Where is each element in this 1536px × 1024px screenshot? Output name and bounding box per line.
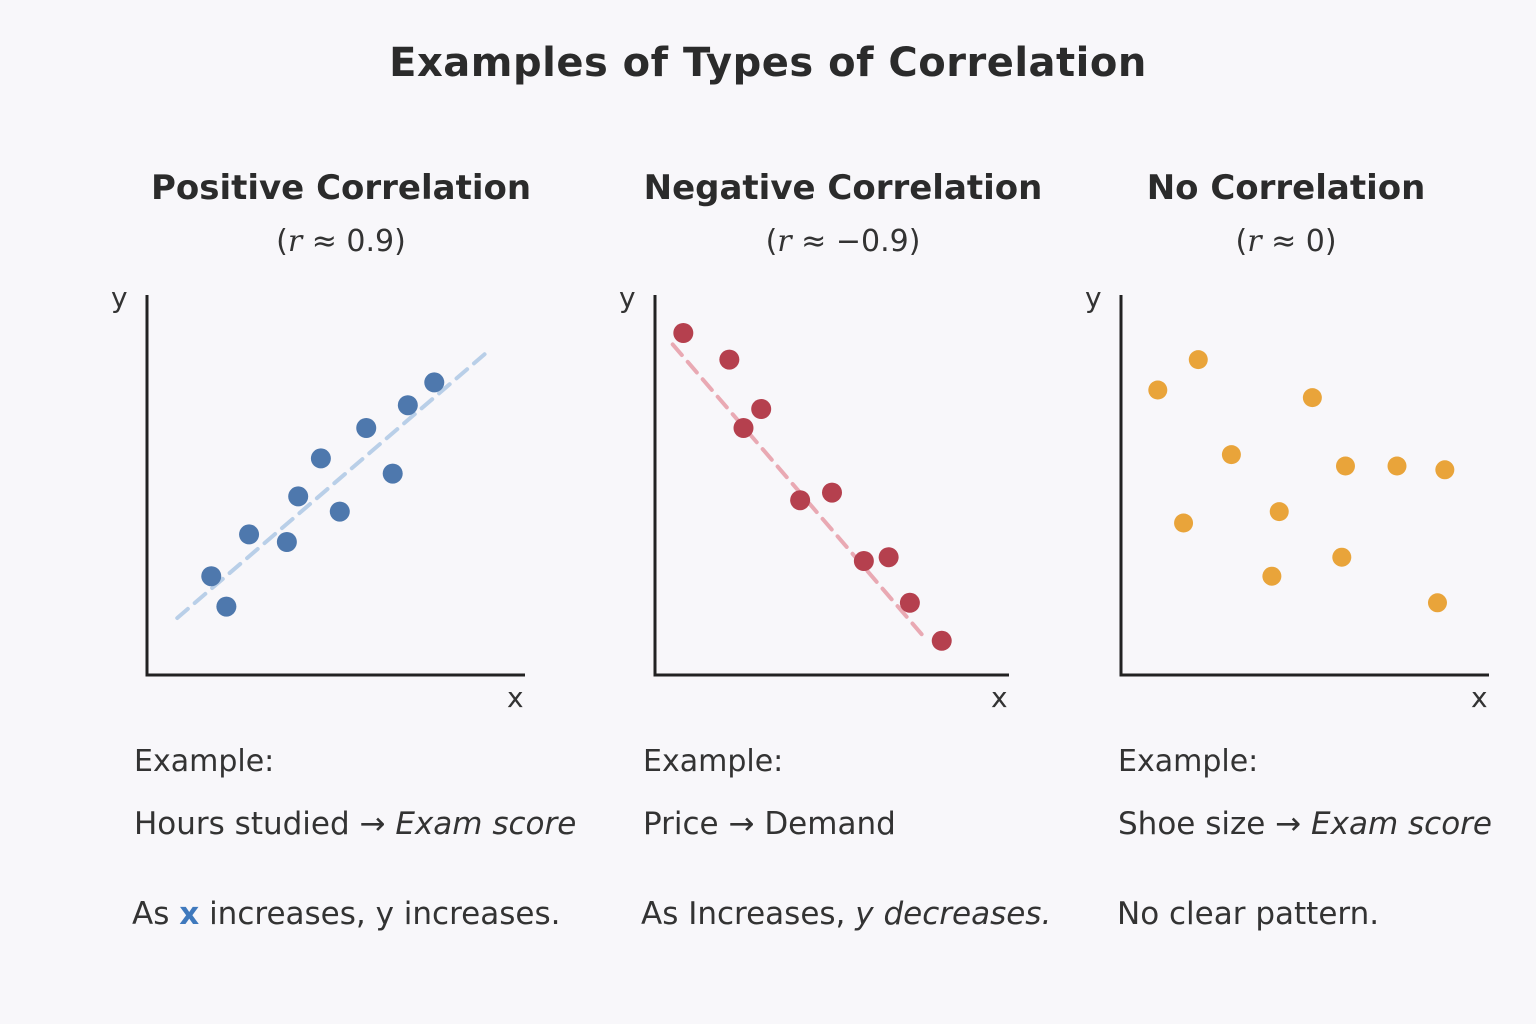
example-right: Demand	[764, 806, 896, 842]
panel-heading: Positive Correlation	[150, 168, 532, 208]
note-a: No clear pattern.	[1117, 896, 1380, 932]
example-note: As x increases, y increases.	[132, 896, 560, 932]
data-point	[288, 486, 309, 507]
example-label: Example:	[1118, 744, 1259, 779]
example-note: As Increases, y decreases.	[641, 896, 1051, 932]
data-point	[899, 592, 920, 613]
data-point	[1188, 350, 1208, 370]
data-point	[1335, 456, 1355, 476]
x-axis-label: x	[1471, 681, 1488, 714]
example-text: Shoe size → Exam score	[1118, 806, 1492, 842]
y-axis-label: y	[111, 281, 128, 314]
data-point	[1302, 388, 1322, 408]
data-point	[1174, 513, 1194, 533]
data-point	[1332, 547, 1352, 567]
data-point	[382, 463, 403, 484]
data-point	[853, 551, 874, 571]
example-left: Shoe size →	[1118, 806, 1312, 842]
note-b: increases, y increases.	[199, 896, 561, 932]
panel-r-value: (r ≈ 0)	[1086, 224, 1486, 259]
example-right: Exam score	[395, 806, 577, 842]
data-point	[822, 482, 842, 503]
data-point	[931, 630, 952, 651]
data-point	[790, 490, 811, 511]
r-open: (	[1235, 224, 1248, 259]
r-symbol: r	[1247, 224, 1262, 259]
data-point	[310, 448, 331, 469]
example-note: No clear pattern.	[1117, 896, 1379, 932]
r-open: (	[765, 224, 778, 259]
note-x: x	[179, 896, 200, 932]
r-symbol: r	[287, 224, 303, 259]
x-axis-label: x	[507, 681, 524, 714]
example-label: Example:	[643, 744, 784, 779]
example-left: Hours studied →	[134, 806, 396, 842]
trend-line	[175, 350, 490, 620]
example-text: Price → Demand	[643, 806, 896, 842]
example-text: Hours studied → Exam score	[134, 806, 576, 842]
example-left: Price →	[643, 806, 765, 842]
example-right: Exam score	[1311, 806, 1492, 842]
y-axis-label: y	[619, 281, 636, 314]
data-point	[1435, 460, 1455, 480]
data-point	[751, 399, 772, 419]
panel-r-value: (r ≈ 0.9)	[141, 224, 541, 259]
data-point	[239, 524, 260, 545]
data-point	[201, 566, 222, 587]
r-rest: ≈ 0.9)	[302, 224, 406, 259]
panel-r-value: (r ≈ −0.9)	[643, 224, 1043, 259]
note-b: ncreases,	[697, 896, 856, 932]
data-point	[1269, 502, 1289, 522]
r-symbol: r	[777, 224, 792, 259]
data-point	[673, 323, 694, 343]
x-axis-label: x	[991, 681, 1008, 714]
page-title: Examples of Types of Correlation	[389, 40, 1147, 86]
r-rest: ≈ 0)	[1261, 224, 1337, 259]
data-point	[719, 349, 740, 370]
data-point	[397, 395, 418, 416]
panel-heading: No Correlation	[1146, 168, 1426, 208]
scatter-plot-negative: yx	[619, 281, 1009, 714]
data-point	[329, 501, 350, 522]
note-c: y decreases.	[855, 896, 1052, 932]
r-rest: ≈ −0.9)	[791, 224, 921, 259]
y-axis-label: y	[1085, 281, 1102, 314]
r-open: (	[276, 224, 288, 259]
note-a: As	[132, 896, 180, 932]
data-point	[878, 547, 899, 568]
scatter-plot-none: yx	[1085, 281, 1489, 714]
data-point	[733, 418, 754, 438]
data-point	[356, 418, 377, 438]
data-point	[424, 372, 445, 393]
data-point	[1148, 380, 1168, 400]
data-point	[216, 596, 237, 617]
data-point	[276, 532, 297, 552]
scatter-plot-positive: yx	[111, 281, 525, 714]
example-label: Example:	[134, 744, 275, 779]
data-point	[1387, 456, 1407, 476]
data-point	[1427, 593, 1447, 613]
note-a: As I	[641, 896, 698, 932]
panel-heading: Negative Correlation	[643, 168, 1043, 208]
data-point	[1221, 445, 1241, 465]
data-point	[1262, 566, 1282, 586]
